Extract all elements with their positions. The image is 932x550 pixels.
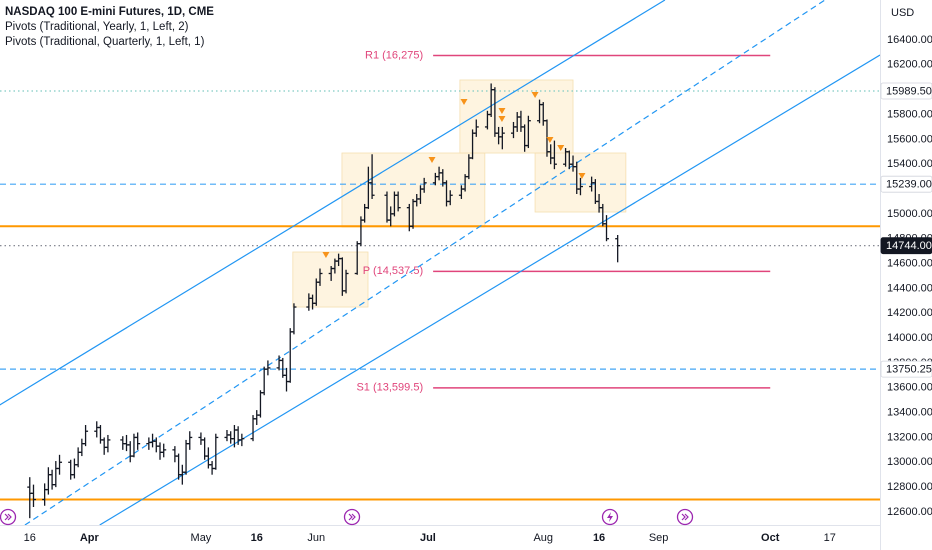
ohlc-bar — [135, 432, 141, 450]
ohlc-bar — [105, 434, 111, 453]
ohlc-bar — [187, 431, 193, 450]
y-tick-label: 15000.00 — [887, 208, 932, 220]
x-tick-label: May — [191, 532, 212, 544]
channel-line — [99, 54, 880, 525]
y-tick-label: 12800.00 — [887, 481, 932, 493]
ohlc-bar — [83, 425, 89, 447]
y-tick-label: 13200.00 — [887, 431, 932, 443]
x-tick-label: 16 — [593, 532, 605, 544]
ohlc-bar — [343, 269, 349, 294]
pivot-label: R1 (16,275) — [365, 49, 423, 61]
currency-label[interactable]: USD — [891, 7, 914, 19]
price-badge-label: 13750.25 — [886, 364, 932, 376]
x-tick-label: 16 — [251, 532, 263, 544]
pattern-box — [292, 251, 369, 308]
ohlc-bar — [604, 215, 610, 242]
event-icon[interactable] — [676, 508, 694, 526]
x-tick-label: 16 — [24, 532, 36, 544]
ohlc-bar — [447, 190, 453, 206]
pivot-label: P (14,537.5) — [363, 265, 423, 277]
y-tick-label: 15400.00 — [887, 158, 932, 170]
y-tick-label: 14600.00 — [887, 257, 932, 269]
y-tick-label: 14200.00 — [887, 307, 932, 319]
ohlc-bar — [525, 115, 531, 149]
ohlc-bar — [421, 177, 427, 193]
x-tick-label: Apr — [80, 532, 100, 544]
event-icon[interactable] — [343, 508, 361, 526]
ohlc-bar — [30, 484, 36, 507]
plot-area: R1 (16,275) P (14,537.5) S1 (13,599.5) — [0, 0, 880, 525]
ohlc-bar — [499, 126, 505, 150]
channel-line — [0, 0, 666, 406]
ohlc-bar — [615, 234, 621, 263]
ohlc-bar — [161, 443, 167, 458]
ohlc-bar — [473, 119, 479, 137]
y-tick-label: 13400.00 — [887, 407, 932, 419]
price-badge — [880, 237, 932, 255]
ohlc-bar — [551, 140, 557, 170]
y-tick-label: 14000.00 — [887, 332, 932, 344]
ohlc-bar — [577, 177, 583, 196]
y-tick-label: 13600.00 — [887, 382, 932, 394]
y-tick-label: 14400.00 — [887, 282, 932, 294]
price-badge-label: 14744.00 — [886, 240, 932, 252]
ohlc-bar — [57, 454, 63, 475]
y-tick-label: 13000.00 — [887, 456, 932, 468]
signal-marker — [557, 145, 565, 152]
axes: 12600.00 12800.00 13000.00 13200.00 13400.00… — [24, 34, 932, 544]
signal-marker — [546, 136, 554, 143]
price-badge — [880, 360, 932, 378]
ohlc-bar — [395, 191, 401, 212]
indicator-legend: Pivots (Traditional, Yearly, 1, Left, 2) — [5, 21, 189, 33]
y-tick-label: 16400.00 — [887, 34, 932, 46]
ohlc-bar — [291, 303, 297, 335]
event-icon[interactable] — [0, 508, 17, 526]
pivot-label: S1 (13,599.5) — [356, 382, 423, 394]
x-tick-label: Jul — [420, 532, 436, 544]
ohlc-bar — [213, 433, 219, 470]
x-tick-label: Oct — [761, 532, 780, 544]
y-tick-label: 15800.00 — [887, 108, 932, 120]
price-badge — [880, 175, 932, 193]
signal-marker — [460, 98, 468, 105]
ohlc-bar — [317, 268, 323, 286]
signal-marker — [498, 108, 506, 115]
price-badge — [880, 82, 932, 100]
price-badge-label: 15239.00 — [886, 179, 932, 191]
x-tick-label: 17 — [824, 532, 836, 544]
x-tick-label: Sep — [649, 532, 669, 544]
signal-marker — [578, 172, 586, 179]
signal-marker — [428, 156, 436, 163]
y-tick-label: 16200.00 — [887, 59, 932, 71]
signal-marker — [498, 115, 506, 122]
price-badge-label: 15989.50 — [886, 85, 932, 97]
y-tick-label: 15600.00 — [887, 133, 932, 145]
ohlc-bar — [369, 154, 375, 199]
ohlc-bar — [265, 360, 271, 376]
chart-title: NASDAQ 100 E-mini Futures, 1D, CME — [5, 6, 214, 18]
indicator-legend: Pivots (Traditional, Quarterly, 1, Left,… — [5, 36, 205, 48]
x-tick-label: Jun — [307, 532, 325, 544]
event-icon[interactable] — [601, 508, 619, 526]
signal-marker — [322, 251, 330, 258]
x-tick-label: Aug — [533, 532, 553, 544]
ohlc-bar — [239, 433, 245, 447]
y-tick-label: 12600.00 — [887, 506, 932, 518]
signal-marker — [531, 92, 539, 99]
